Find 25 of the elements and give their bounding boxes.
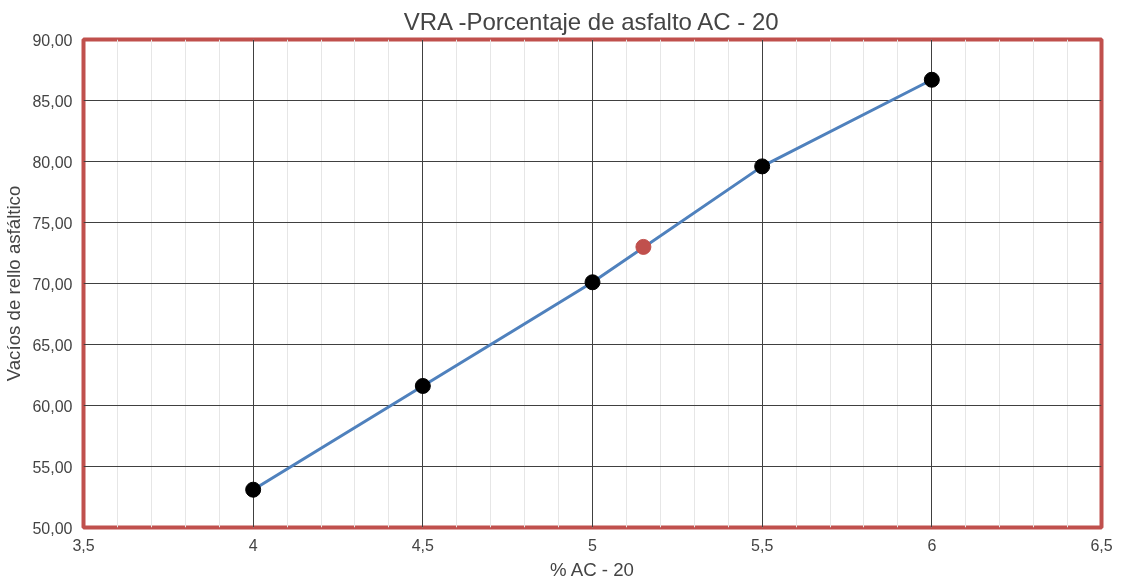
y-tick-label: 60,00 <box>32 397 73 415</box>
x-tick-label: 4,5 <box>411 536 435 554</box>
y-tick-label: 55,00 <box>32 458 73 476</box>
chart-title: VRA -Porcentaje de asfalto AC - 20 <box>403 7 779 35</box>
x-tick-label: 6,5 <box>1090 536 1113 554</box>
x-tick-label: 6 <box>927 536 937 554</box>
y-axis-title: Vacíos de rello asfáltico <box>3 185 25 382</box>
point <box>584 274 601 291</box>
point <box>923 71 940 88</box>
y-tick-label: 85,00 <box>32 92 73 110</box>
point <box>754 158 771 175</box>
point <box>245 481 262 498</box>
y-tick-label: 75,00 <box>32 214 73 232</box>
y-tick-label: 80,00 <box>32 153 73 171</box>
y-tick-label: 50,00 <box>32 519 73 537</box>
x-tick-label: 5,5 <box>751 536 774 554</box>
x-tick-label: 5 <box>588 536 598 554</box>
x-axis-title: % AC - 20 <box>549 558 634 580</box>
point <box>635 238 652 255</box>
x-tick-label: 3,5 <box>72 536 95 554</box>
point <box>414 377 431 394</box>
x-tick-label: 4 <box>248 536 258 554</box>
y-tick-label: 90,00 <box>32 31 73 49</box>
y-tick-label: 65,00 <box>32 336 73 354</box>
y-tick-label: 70,00 <box>32 275 73 293</box>
